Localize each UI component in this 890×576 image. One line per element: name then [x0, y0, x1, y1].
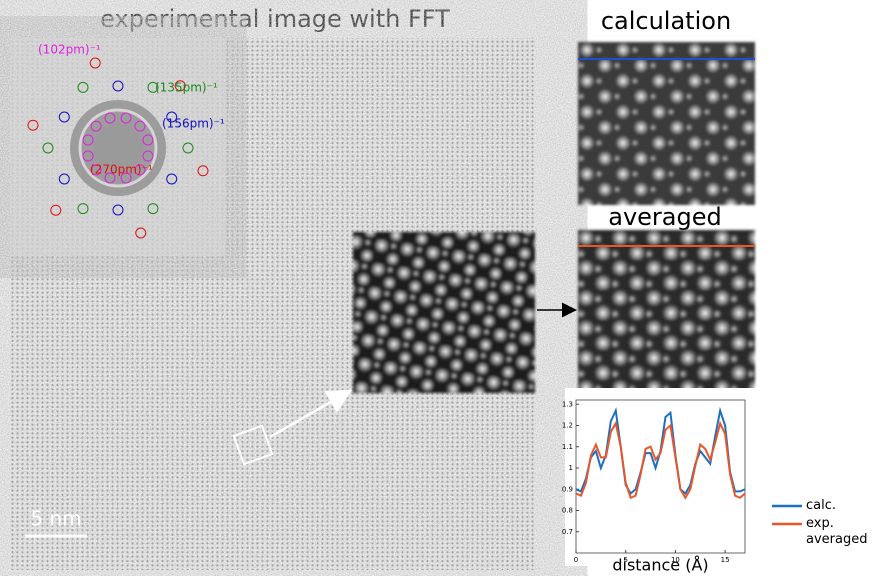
y-tick-label: 1.2 — [562, 422, 573, 430]
x-axis-label: distance (Å) — [612, 556, 708, 575]
figure-svg: experimental image with FFT (102pm)⁻¹ (13… — [0, 0, 890, 576]
averaged-image — [578, 230, 755, 395]
y-tick-label: 0.9 — [562, 485, 573, 493]
figure: experimental image with FFT (102pm)⁻¹ (13… — [0, 0, 890, 576]
fft-label: (102pm)⁻¹ — [38, 43, 101, 57]
x-tick-label: 0 — [574, 556, 578, 564]
fft-label: (135pm)⁻¹ — [155, 81, 218, 95]
y-tick-label: 0.7 — [562, 528, 573, 536]
y-tick-label: 1.3 — [562, 400, 573, 408]
calculation-title: calculation — [601, 7, 731, 35]
scale-bar-label: 5 nm — [30, 507, 81, 531]
enlarged-patch — [353, 232, 535, 393]
y-tick-label: 1 — [569, 464, 573, 472]
figure-title: experimental image with FFT — [100, 5, 450, 33]
fft-inset: (102pm)⁻¹ (135pm)⁻¹ (156pm)⁻¹ (270pm)⁻¹ — [10, 38, 225, 256]
y-tick-label: 0.8 — [562, 507, 573, 515]
legend-label: exp. averaged — [806, 516, 866, 548]
calculation-image — [578, 42, 755, 205]
y-tick-label: 1.1 — [562, 443, 573, 451]
x-tick-label: 15 — [721, 556, 730, 564]
fft-label: (270pm)⁻¹ — [90, 163, 153, 177]
averaged-title: averaged — [608, 203, 721, 231]
legend-label: calc. — [806, 498, 886, 514]
fft-label: (156pm)⁻¹ — [162, 117, 225, 131]
plot-background — [565, 388, 768, 566]
